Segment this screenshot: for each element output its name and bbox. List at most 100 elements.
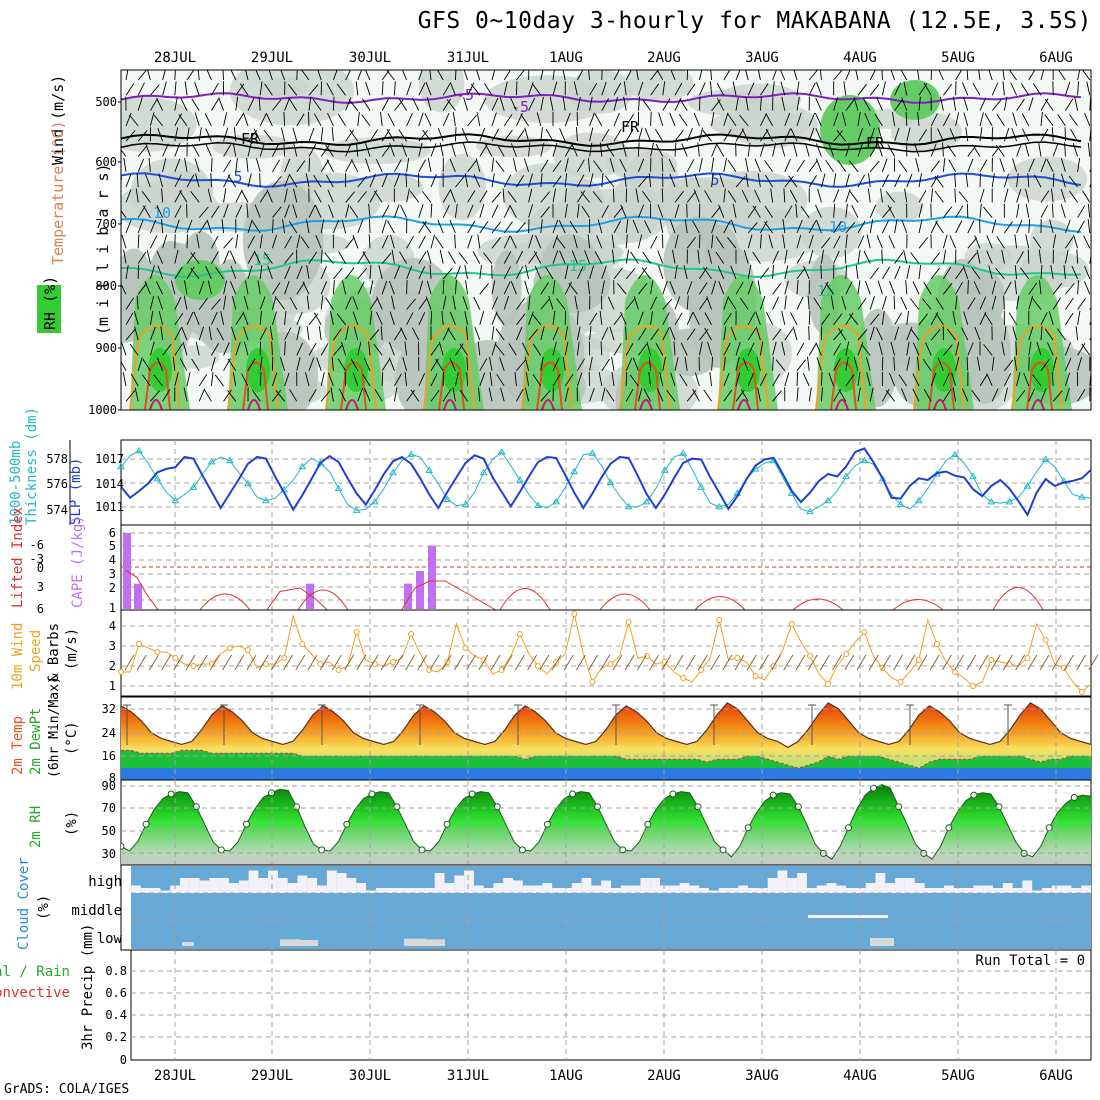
wind-barb	[235, 157, 238, 172]
wind-barb	[723, 158, 727, 172]
high-cloud-bar	[317, 885, 327, 893]
wind-barb	[918, 203, 923, 218]
wind-barb	[943, 389, 952, 402]
wind-barb	[369, 174, 376, 188]
wind-barb	[259, 142, 265, 157]
wind-barb	[796, 280, 799, 295]
wind-barb	[125, 219, 132, 234]
wind-barb	[869, 387, 874, 402]
high-cloud-bar	[640, 878, 651, 893]
wind-barb	[491, 296, 499, 310]
high-cloud-bar	[1042, 888, 1052, 893]
wind-barb	[218, 97, 225, 111]
top-date-label: 6AUG	[1039, 50, 1073, 66]
wind-barb	[180, 97, 188, 111]
wind-barb	[833, 343, 842, 356]
surface-wind-barb	[856, 654, 867, 671]
wind-barb	[186, 234, 188, 249]
contour-label: 10	[153, 204, 171, 222]
wind-barb	[747, 312, 756, 326]
wind-barb	[158, 173, 164, 188]
temperature-contours: -5-5FRFRFR551010151515	[121, 86, 1082, 410]
wind-barb	[129, 343, 139, 356]
wind-barb	[962, 265, 969, 280]
wind-barb	[1016, 372, 1021, 387]
wind-barb	[589, 142, 593, 157]
wind-barb	[760, 220, 768, 234]
wind-barb	[368, 234, 371, 249]
wind-barb	[314, 204, 322, 218]
wind-barb	[692, 388, 700, 402]
wind-barb	[845, 99, 855, 111]
wind-barb	[869, 204, 877, 218]
wind-barb	[894, 127, 900, 142]
wind-barb	[307, 111, 310, 126]
wind-barb	[1065, 236, 1074, 249]
wind-barb	[259, 234, 263, 249]
wind-barb	[137, 158, 145, 172]
wind-barb	[727, 114, 737, 127]
wind-speed-point	[988, 657, 995, 663]
thickness-point	[715, 502, 724, 510]
wind-barb	[765, 174, 773, 188]
wind-barb	[656, 388, 664, 402]
wind-barb	[864, 112, 871, 127]
wind-barb	[632, 219, 639, 234]
wind-barb	[954, 173, 957, 188]
wind-barb	[589, 356, 593, 371]
wind-barb	[345, 296, 352, 310]
top-date-label: 30JUL	[349, 50, 391, 66]
wind-barb	[540, 142, 545, 157]
wind-barb	[1077, 81, 1079, 96]
wind-barb	[747, 222, 758, 234]
wind-barb	[284, 310, 287, 325]
wind-barb	[587, 280, 591, 295]
wind-barb	[611, 356, 615, 371]
thickness-point	[570, 467, 579, 475]
wind-barb	[894, 219, 898, 234]
rh-area-green	[890, 80, 940, 120]
wind-barb	[796, 234, 802, 249]
wind-barb	[503, 296, 510, 310]
wind-barb	[1012, 112, 1018, 127]
wind-barb	[648, 173, 652, 188]
wind-barb	[683, 265, 688, 280]
temperature-contour	[121, 215, 1082, 233]
surface-wind-barb	[246, 654, 257, 671]
wind-barb	[580, 191, 590, 203]
low-cloud-bar	[425, 939, 445, 946]
wind-barb	[1065, 297, 1074, 310]
slp-ylabel-slp: SLP (mb)	[68, 458, 84, 525]
surface-wind-barb	[234, 654, 245, 671]
wind-barb	[406, 188, 410, 203]
wind-barb	[1016, 219, 1023, 234]
wind-barb	[967, 342, 974, 356]
surface-contour-red	[830, 361, 857, 410]
wind-barb	[1028, 326, 1034, 341]
wind-barb	[381, 252, 392, 264]
wind-barb	[857, 127, 864, 142]
wind-barb	[548, 295, 554, 310]
wind-barb	[454, 372, 459, 387]
wind-barb	[141, 374, 151, 387]
wind-barb	[1033, 83, 1042, 96]
wind-barb	[869, 160, 880, 173]
wind-barb	[772, 356, 774, 371]
wind-barb	[723, 342, 731, 356]
wind-barb	[280, 357, 286, 371]
wind-barb	[210, 311, 218, 325]
wind-barb	[266, 189, 273, 203]
high-cloud-bar	[1012, 888, 1023, 893]
wind-barb	[345, 129, 354, 142]
wind-barb	[821, 237, 831, 249]
wind-barb	[650, 235, 658, 249]
wind-barb	[149, 219, 157, 234]
rh-area-gray	[418, 70, 465, 113]
surface-wind-barb	[588, 654, 598, 671]
wind-barb	[833, 173, 837, 188]
wind-barb	[442, 371, 445, 387]
surface-wind-barb	[258, 654, 269, 671]
wind-barb	[1064, 219, 1071, 234]
wind-barb	[772, 142, 777, 157]
surface-wind-barb	[917, 654, 928, 671]
